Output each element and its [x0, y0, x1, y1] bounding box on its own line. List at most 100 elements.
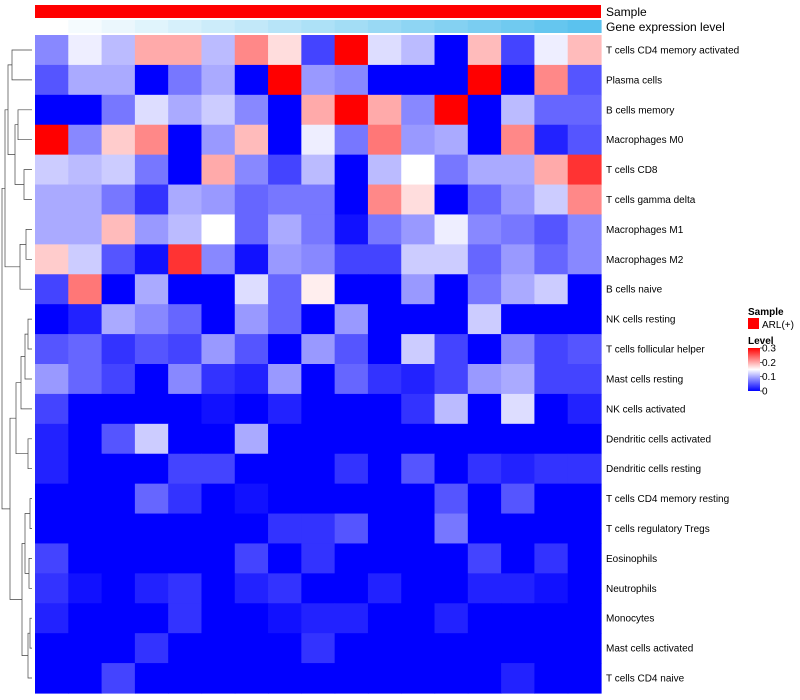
heatmap-cell: [35, 573, 69, 604]
heatmap-cell: [101, 423, 136, 455]
heatmap-cell: [567, 184, 602, 216]
heatmap-cell: [68, 364, 103, 395]
row-label: Macrophages M0: [606, 135, 684, 146]
heatmap-cell: [567, 603, 602, 634]
heatmap-cell: [68, 154, 103, 186]
heatmap-cell: [68, 633, 103, 664]
heatmap-cell: [301, 154, 336, 186]
row-label: Mast cells resting: [606, 375, 683, 386]
heatmap-cell: [68, 423, 103, 455]
legend-tick-label: 0: [762, 387, 768, 398]
heatmap-cell: [334, 94, 369, 126]
heatmap-cell: [567, 124, 602, 156]
dendrogram-branch: [20, 356, 32, 410]
heatmap-cell: [401, 393, 436, 425]
heatmap-cell: [68, 453, 103, 485]
heatmap-cell: [201, 453, 236, 485]
heatmap-cell: [534, 124, 569, 156]
heatmap-cell: [268, 573, 302, 604]
row-label: Neutrophils: [606, 584, 657, 595]
dendrogram-branch: [28, 558, 32, 589]
row-label: B cells naive: [606, 285, 663, 296]
heatmap-cell: [367, 663, 402, 694]
heatmap-cell: [268, 94, 302, 126]
heatmap-cell: [35, 663, 69, 694]
heatmap-cell: [567, 453, 602, 485]
heatmap-cell: [134, 214, 169, 245]
heatmap-cell: [501, 633, 536, 664]
heatmap-cell: [101, 573, 136, 604]
heatmap-cell: [501, 304, 536, 335]
heatmap-cell: [501, 184, 536, 216]
heatmap-cell: [334, 364, 369, 395]
legend-sample-title: Sample: [748, 307, 784, 318]
heatmap-cell: [434, 483, 469, 515]
heatmap-cell: [434, 423, 469, 455]
row-label: T cells regulatory Tregs: [606, 524, 710, 535]
heatmap-cell: [367, 304, 402, 335]
heatmap-cell: [68, 35, 103, 66]
heatmap-cell: [101, 453, 136, 485]
heatmap-cell: [534, 304, 569, 335]
heatmap-cell: [201, 274, 236, 305]
dendrogram-branch: [29, 617, 32, 649]
legend-tick-label: 0.1: [762, 372, 776, 383]
heatmap-cell: [268, 423, 302, 455]
heatmap-cell: [201, 393, 236, 425]
dendrogram-branch: [23, 169, 32, 200]
heatmap-cell: [467, 543, 502, 574]
heatmap-cell: [567, 483, 602, 515]
heatmap-cell: [334, 573, 369, 604]
heatmap-cell: [434, 453, 469, 485]
heatmap-cell: [534, 64, 569, 96]
heatmap-cell: [534, 364, 569, 395]
heatmap-cell: [134, 453, 169, 485]
heatmap-cell: [201, 184, 236, 216]
heatmap-cell: [467, 603, 502, 634]
heatmap-cell: [101, 184, 136, 216]
heatmap-cell: [534, 94, 569, 126]
heatmap-cell: [401, 35, 436, 66]
heatmap-cell: [501, 124, 536, 156]
heatmap-cell: [467, 513, 502, 545]
heatmap-cell: [534, 393, 569, 425]
dendrogram-branch: [25, 229, 32, 260]
heatmap-cell: [567, 513, 602, 545]
heatmap-cell: [534, 274, 569, 305]
heatmap-cell: [567, 633, 602, 664]
heatmap-cell: [501, 334, 536, 365]
heatmap-cell: [268, 603, 302, 634]
heatmap-cell: [168, 364, 203, 395]
heatmap-cell: [134, 274, 169, 305]
heatmap-cell: [334, 393, 369, 425]
heatmap-cell: [567, 35, 602, 66]
annotation-track-label: Gene expression level: [606, 20, 725, 34]
heatmap-cell: [467, 304, 502, 335]
heatmap-cell: [367, 274, 402, 305]
heatmap-cell: [467, 184, 502, 216]
heatmap-cell: [301, 124, 336, 156]
heatmap-cell: [334, 633, 369, 664]
heatmap-cell: [134, 543, 169, 574]
heatmap-cell: [101, 663, 136, 694]
heatmap-cell: [201, 364, 236, 395]
heatmap-cell: [434, 513, 469, 545]
heatmap-cell: [101, 154, 136, 186]
heatmap-cell: [367, 603, 402, 634]
heatmap-cell: [201, 483, 236, 515]
heatmap-cell: [301, 64, 336, 96]
heatmap-cell: [301, 334, 336, 365]
heatmap-cell: [467, 334, 502, 365]
heatmap-cell: [567, 244, 602, 275]
heatmap-cell: [567, 334, 602, 365]
heatmap-cell: [567, 304, 602, 335]
heatmap-cell: [401, 453, 436, 485]
heatmap-cell: [301, 543, 336, 574]
heatmap-cell: [467, 274, 502, 305]
heatmap-cell: [534, 154, 569, 186]
gene-expression-annotation-cell: [268, 20, 302, 33]
heatmap-cell: [334, 543, 369, 574]
heatmap-cell: [201, 543, 236, 574]
gene-expression-annotation-cell: [334, 20, 369, 33]
heatmap-cell: [268, 393, 302, 425]
